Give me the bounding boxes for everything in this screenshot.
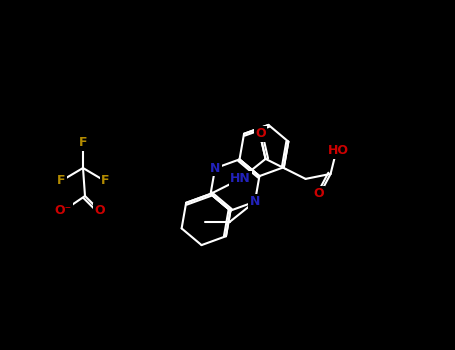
Text: F: F xyxy=(57,175,65,188)
Text: N: N xyxy=(250,195,260,208)
Text: N: N xyxy=(210,162,220,175)
Text: O: O xyxy=(313,187,324,201)
Text: O: O xyxy=(95,204,105,217)
Text: F: F xyxy=(79,136,87,149)
Text: O⁻: O⁻ xyxy=(55,204,71,217)
Text: F: F xyxy=(101,175,109,188)
Text: O: O xyxy=(255,127,266,140)
Text: HN: HN xyxy=(230,173,251,186)
Text: HO: HO xyxy=(328,145,349,158)
